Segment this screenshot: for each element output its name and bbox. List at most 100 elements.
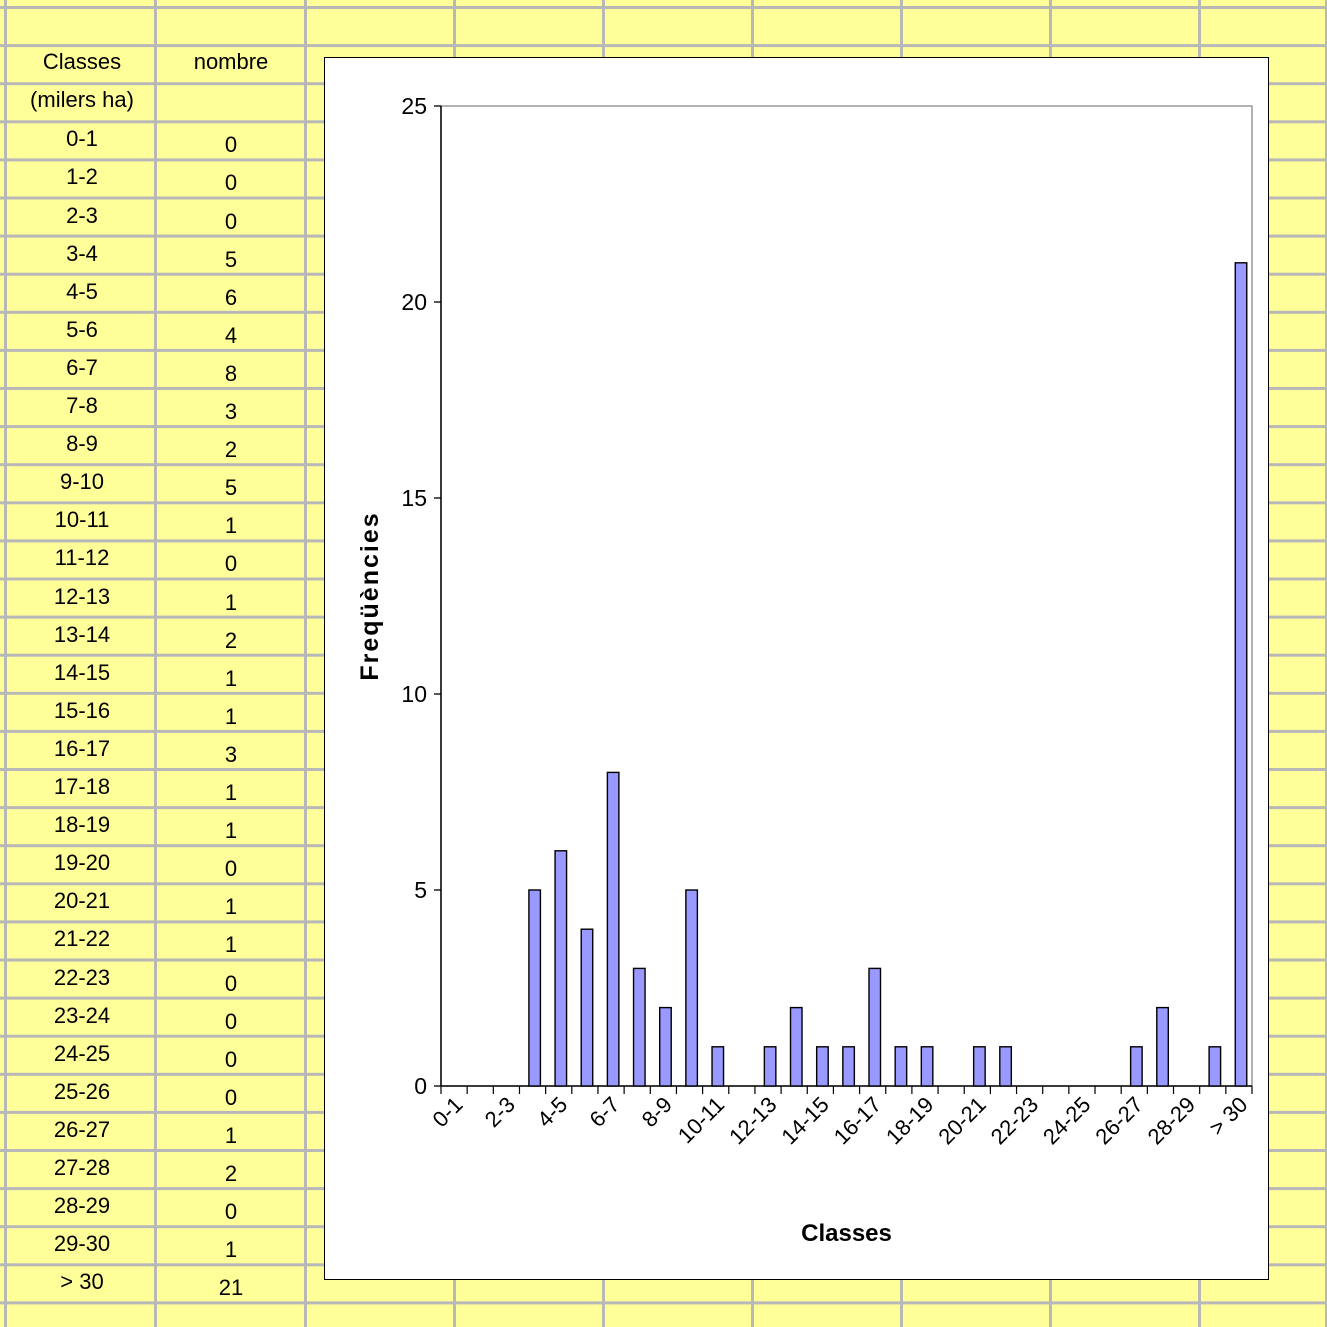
x-tick-label: 24-25 bbox=[1038, 1092, 1095, 1149]
table-cell-nombre[interactable]: 1 bbox=[224, 818, 238, 844]
table-cell-classe[interactable]: 19-20 bbox=[53, 850, 111, 876]
table-cell-nombre[interactable]: 1 bbox=[224, 1122, 238, 1148]
table-cell-classe[interactable]: 10-11 bbox=[54, 507, 110, 533]
bar bbox=[972, 1046, 986, 1087]
table-cell-nombre[interactable]: 0 bbox=[224, 1199, 238, 1225]
table-cell-classe[interactable]: 28-29 bbox=[53, 1193, 111, 1219]
table-cell-classe[interactable]: 22-23 bbox=[53, 964, 111, 990]
bar bbox=[1156, 1006, 1169, 1087]
bar bbox=[920, 1046, 934, 1087]
frequency-chart[interactable]: 0 5 10 15 20 25 0-1 2-3 4-5 6-7 8-9 10-11 12-13 14-15… bbox=[324, 57, 1269, 1280]
bar bbox=[815, 1046, 829, 1087]
y-tick-label: 5 bbox=[414, 877, 427, 903]
table-cell-classe[interactable]: 0-1 bbox=[66, 126, 98, 152]
y-tick-label: 20 bbox=[401, 289, 427, 315]
table-cell-classe[interactable]: 29-30 bbox=[53, 1231, 111, 1257]
table-cell-classe[interactable]: 24-25 bbox=[53, 1040, 111, 1066]
table-cell-classe[interactable]: 21-22 bbox=[53, 926, 111, 952]
bar bbox=[659, 1006, 672, 1087]
table-cell-classe[interactable]: 11-12 bbox=[54, 545, 110, 571]
table-cell-classe[interactable]: > 30 bbox=[60, 1269, 104, 1295]
table-cell-classe[interactable]: 16-17 bbox=[53, 735, 111, 761]
table-cell-classe[interactable]: 23-24 bbox=[53, 1002, 111, 1028]
table-cell-classe[interactable]: 4-5 bbox=[66, 278, 98, 304]
table-cell-classe[interactable]: 1-2 bbox=[66, 164, 98, 190]
table-cell-nombre[interactable]: 1 bbox=[224, 780, 238, 805]
table-cell-nombre[interactable]: 1 bbox=[224, 932, 238, 958]
header-nombre[interactable]: nombre bbox=[193, 49, 269, 74]
table-cell-nombre[interactable]: 21 bbox=[218, 1275, 244, 1301]
grid-col-line bbox=[4, 0, 7, 1327]
bar bbox=[842, 1046, 856, 1087]
table-cell-nombre[interactable]: 0 bbox=[224, 970, 238, 996]
table-cell-classe[interactable]: 13-14 bbox=[53, 621, 111, 647]
table-cell-classe[interactable]: 9-10 bbox=[59, 469, 105, 495]
table-cell-classe[interactable]: 7-8 bbox=[66, 393, 98, 418]
table-cell-nombre[interactable]: 6 bbox=[224, 284, 238, 310]
bar bbox=[999, 1046, 1013, 1087]
table-cell-nombre[interactable]: 2 bbox=[224, 627, 238, 653]
table-cell-nombre[interactable]: 0 bbox=[224, 856, 238, 882]
table-cell-classe[interactable]: 20-21 bbox=[53, 888, 111, 914]
x-tick-label: > 30 bbox=[1204, 1092, 1252, 1140]
table-cell-classe[interactable]: 27-28 bbox=[53, 1155, 111, 1180]
bar bbox=[894, 1046, 908, 1087]
x-tick-label: 10-11 bbox=[673, 1092, 729, 1148]
y-tick-label: 0 bbox=[414, 1073, 427, 1099]
bar bbox=[685, 889, 699, 1087]
table-cell-nombre[interactable]: 3 bbox=[224, 399, 238, 424]
table-cell-nombre[interactable]: 0 bbox=[224, 1084, 238, 1110]
x-tick-label: 12-13 bbox=[724, 1092, 781, 1149]
bar bbox=[606, 771, 620, 1087]
table-cell-nombre[interactable]: 3 bbox=[224, 741, 238, 767]
table-cell-classe[interactable]: 5-6 bbox=[66, 316, 98, 342]
y-axis-title: Freqüències bbox=[356, 511, 384, 680]
table-cell-classe[interactable]: 12-13 bbox=[53, 583, 111, 609]
x-tick-label: 26-27 bbox=[1090, 1092, 1147, 1149]
table-cell-nombre[interactable]: 5 bbox=[224, 475, 238, 501]
bar bbox=[711, 1046, 725, 1087]
table-cell-nombre[interactable]: 1 bbox=[224, 1237, 238, 1263]
grid-row-line bbox=[0, 1301, 1327, 1305]
table-cell-nombre[interactable]: 0 bbox=[224, 551, 238, 577]
grid-row-line bbox=[0, 44, 1327, 48]
x-tick-label: 18-19 bbox=[881, 1092, 938, 1149]
table-cell-nombre[interactable]: 0 bbox=[224, 208, 238, 234]
x-tick-label: 0-1 bbox=[427, 1092, 467, 1132]
x-tick-label: 6-7 bbox=[584, 1092, 624, 1132]
y-tick-label: 10 bbox=[401, 681, 427, 707]
table-cell-classe[interactable]: 6-7 bbox=[66, 354, 98, 380]
table-cell-classe[interactable]: 25-26 bbox=[53, 1078, 111, 1104]
table-cell-classe[interactable]: 15-16 bbox=[53, 697, 111, 723]
y-tick-label: 15 bbox=[401, 485, 427, 511]
table-cell-nombre[interactable]: 1 bbox=[224, 894, 238, 920]
table-cell-nombre[interactable]: 8 bbox=[224, 360, 238, 386]
table-cell-classe[interactable]: 26-27 bbox=[53, 1116, 111, 1142]
bar bbox=[763, 1046, 777, 1087]
table-cell-nombre[interactable]: 1 bbox=[224, 665, 238, 691]
table-cell-nombre[interactable]: 4 bbox=[224, 322, 238, 348]
table-cell-classe[interactable]: 3-4 bbox=[66, 240, 98, 266]
chart-svg: 0 5 10 15 20 25 0-1 2-3 4-5 6-7 8-910-1112-1314-15… bbox=[356, 93, 1253, 1247]
table-cell-nombre[interactable]: 1 bbox=[224, 703, 238, 729]
table-cell-classe[interactable]: 17-18 bbox=[53, 774, 111, 799]
table-cell-nombre[interactable]: 5 bbox=[224, 246, 238, 272]
table-cell-nombre[interactable]: 2 bbox=[224, 437, 238, 463]
subheader-milers-ha[interactable]: (milers ha) bbox=[30, 87, 134, 112]
table-cell-nombre[interactable]: 2 bbox=[224, 1161, 238, 1186]
bar bbox=[632, 967, 646, 1087]
table-cell-classe[interactable]: 18-19 bbox=[53, 812, 111, 838]
table-cell-nombre[interactable]: 0 bbox=[224, 1046, 238, 1072]
bar bbox=[1129, 1046, 1143, 1087]
table-cell-nombre[interactable]: 0 bbox=[224, 132, 238, 158]
x-axis-title: Classes bbox=[801, 1220, 892, 1247]
table-cell-nombre[interactable]: 0 bbox=[224, 1008, 238, 1034]
table-cell-nombre[interactable]: 1 bbox=[224, 589, 238, 615]
table-cell-classe[interactable]: 2-3 bbox=[66, 202, 98, 228]
table-cell-classe[interactable]: 14-15 bbox=[53, 659, 111, 685]
table-cell-nombre[interactable]: 1 bbox=[224, 513, 238, 539]
table-cell-classe[interactable]: 8-9 bbox=[66, 431, 98, 457]
header-classes[interactable]: Classes bbox=[42, 49, 122, 74]
bar bbox=[868, 967, 882, 1087]
table-cell-nombre[interactable]: 0 bbox=[224, 170, 238, 196]
